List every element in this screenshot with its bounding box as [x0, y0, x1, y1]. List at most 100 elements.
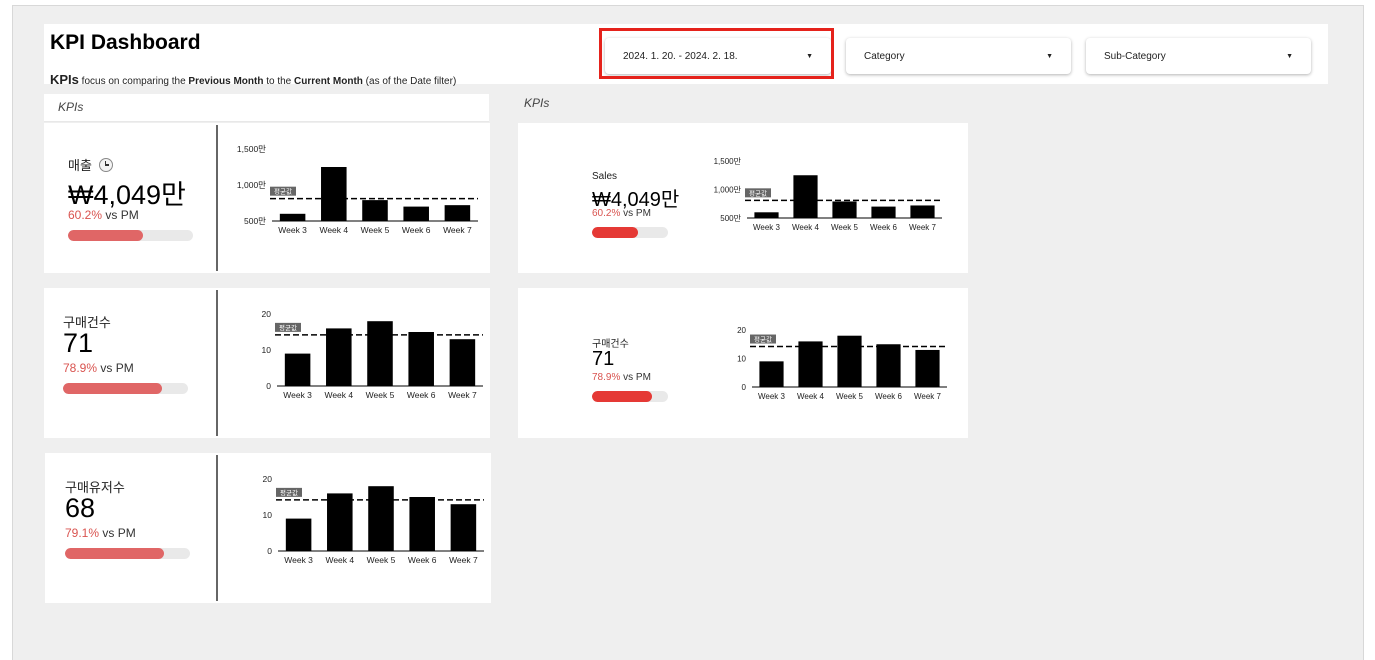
x-tick-label: Week 4: [792, 223, 820, 232]
x-tick-label: Week 6: [870, 223, 898, 232]
left-panel-title: KPIs: [44, 94, 489, 122]
average-label-bg: [276, 487, 302, 497]
kpi-delta: 60.2% vs PM: [68, 208, 139, 222]
y-tick-label: 0: [742, 383, 747, 392]
x-tick-label: Week 3: [283, 390, 312, 400]
kpi-label-text: 매출: [68, 158, 92, 173]
divider: [216, 290, 218, 436]
weekly-bar-chart: 0 10 20 Week 3 Week 4 Week 5 Week 6 Week 7 평균값: [737, 326, 947, 401]
bar-week-6: [403, 206, 429, 221]
kpi-label: 구매유저수: [65, 480, 125, 495]
kpi-label: 매출: [68, 155, 113, 174]
kpi-progress-fill: [63, 383, 162, 394]
date-range-value: 2024. 1. 20. - 2024. 2. 18.: [623, 50, 738, 62]
page-title: KPI Dashboard: [50, 31, 201, 54]
weekly-bar-chart: 0 10 20 Week 3 Week 4 Week 5 Week 6 Week 7 평균값: [262, 309, 483, 400]
kpi-delta-percent: 78.9%: [592, 372, 621, 383]
x-tick-label: Week 7: [443, 225, 472, 235]
caret-down-icon: ▼: [1046, 52, 1053, 60]
y-tick-label: 10: [262, 345, 272, 355]
kpi-progress-bar: [68, 230, 193, 241]
divider: [216, 125, 218, 271]
bar-week-7: [910, 205, 935, 218]
average-label: 평균값: [280, 488, 298, 497]
x-tick-label: Week 3: [758, 392, 786, 401]
kpi-value: 68: [65, 493, 96, 523]
bar-week-5: [367, 321, 393, 386]
x-tick-label: Week 3: [753, 223, 781, 232]
average-label: 평균값: [754, 335, 772, 344]
bar-week-4: [321, 167, 347, 221]
x-tick-label: Week 5: [831, 223, 859, 232]
x-tick-label: Week 6: [875, 392, 903, 401]
x-tick-label: Week 4: [319, 225, 348, 235]
bar-week-7: [444, 205, 471, 221]
x-tick-label: Week 6: [408, 555, 437, 565]
clock-icon: [98, 158, 113, 172]
bar-week-3: [284, 353, 311, 386]
caret-down-icon: ▼: [806, 52, 813, 60]
x-tick-label: Week 6: [407, 390, 436, 400]
kpi-label: 구매건수: [592, 339, 629, 350]
bar-week-4: [326, 328, 352, 386]
kpi-delta-percent: 79.1%: [65, 526, 100, 540]
average-label: 평균값: [279, 323, 297, 332]
kpi-delta-label: vs PM: [620, 372, 651, 383]
x-tick-label: Week 7: [909, 223, 937, 232]
category-dropdown[interactable]: Category ▼: [846, 38, 1071, 74]
kpi-value: 71: [63, 328, 94, 358]
divider: [216, 455, 218, 601]
page-subtitle: KPIs focus on comparing the Previous Mon…: [50, 72, 456, 87]
category-value: Category: [864, 50, 905, 62]
caret-down-icon: ▼: [1286, 52, 1293, 60]
average-label-bg: [745, 188, 771, 198]
y-tick-label: 1,500만: [237, 144, 266, 154]
bar-week-7: [449, 339, 476, 386]
kpi-progress-bar: [592, 227, 668, 238]
bar-week-6: [408, 332, 434, 386]
y-tick-label: 20: [263, 474, 273, 484]
x-tick-label: Week 7: [448, 390, 477, 400]
x-tick-label: Week 6: [402, 225, 431, 235]
kpi-progress-fill: [592, 227, 638, 238]
y-tick-label: 0: [267, 546, 272, 556]
bar-week-5: [368, 486, 394, 551]
kpi-value: ₩4,049만: [592, 189, 680, 211]
x-tick-label: Week 4: [324, 390, 353, 400]
y-tick-label: 500만: [244, 216, 266, 226]
bar-week-6: [871, 206, 896, 218]
date-range-dropdown[interactable]: 2024. 1. 20. - 2024. 2. 18. ▼: [605, 38, 831, 74]
bar-week-5: [837, 335, 862, 387]
average-label-bg: [270, 186, 296, 196]
kpi-delta: 78.9% vs PM: [592, 372, 651, 383]
y-tick-label: 20: [262, 309, 272, 319]
y-tick-label: 0: [266, 381, 271, 391]
kpi-card-orders-en: 구매건수 71 78.9% vs PM 0 10 20 Week 3 Week 4 Wee…: [518, 288, 968, 438]
subtitle-text-3: (as of the Date filter): [362, 76, 457, 87]
x-tick-label: Week 4: [797, 392, 825, 401]
bar-week-3: [759, 361, 784, 387]
y-tick-label: 1,000만: [714, 186, 742, 195]
kpi-progress-bar: [63, 383, 188, 394]
kpi-card-orders: 구매건수 71 78.9% vs PM 0 10 20 Week 3 Week 4 Wee…: [44, 288, 490, 438]
bar-week-5: [362, 200, 388, 221]
kpi-delta: 78.9% vs PM: [63, 361, 134, 375]
kpi-delta: 60.2% vs PM: [592, 208, 651, 219]
kpi-delta-percent: 60.2%: [592, 208, 621, 219]
subtitle-text-2: to the: [263, 76, 295, 87]
subtitle-bold-1: Previous Month: [188, 76, 264, 87]
subcategory-dropdown[interactable]: Sub-Category ▼: [1086, 38, 1311, 74]
average-label-bg: [275, 322, 301, 332]
average-label-bg: [750, 334, 776, 344]
average-label: 평균값: [749, 188, 767, 197]
right-panel-title: KPIs: [524, 96, 550, 110]
x-tick-label: Week 5: [366, 390, 395, 400]
weekly-bar-chart: 500만 1,000만 1,500만 Week 3 Week 4 Week 5 Week 6…: [714, 157, 942, 232]
y-tick-label: 10: [737, 355, 746, 364]
kpi-delta-label: vs PM: [102, 208, 139, 222]
x-tick-label: Week 5: [836, 392, 864, 401]
kpi-delta-label: vs PM: [99, 526, 136, 540]
x-tick-label: Week 3: [278, 225, 307, 235]
kpi-progress-bar: [592, 391, 668, 402]
kpi-delta: 79.1% vs PM: [65, 526, 136, 540]
